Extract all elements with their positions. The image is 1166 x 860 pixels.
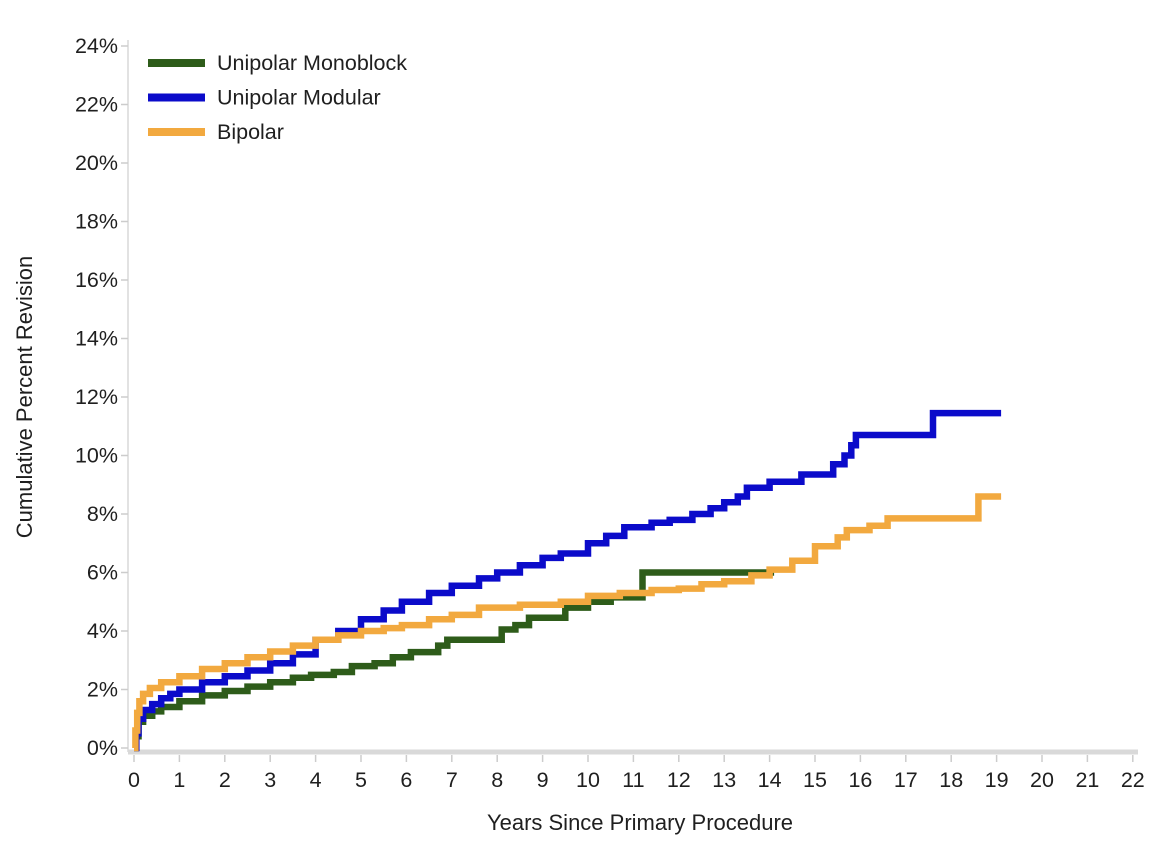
y-tick-label: 0%: [87, 736, 118, 760]
x-tick-label: 21: [1075, 768, 1099, 792]
x-axis-title: Years Since Primary Procedure: [487, 810, 793, 835]
legend-item-bipolar: Bipolar: [148, 120, 284, 144]
x-tick-label: 4: [310, 768, 322, 792]
y-tick-label: 20%: [75, 151, 118, 175]
x-tick-label: 0: [128, 768, 140, 792]
x-tick-label: 3: [264, 768, 276, 792]
legend-label: Bipolar: [217, 120, 284, 144]
y-tick-label: 4%: [87, 619, 118, 643]
x-tick-label: 17: [894, 768, 918, 792]
y-axis-title: Cumulative Percent Revision: [12, 256, 37, 538]
legend-label: Unipolar Modular: [217, 86, 381, 110]
x-tick-label: 2: [219, 768, 231, 792]
x-tick-label: 12: [667, 768, 691, 792]
axis-labels-layer: 0%2%4%6%8%10%12%14%16%18%20%22%24%0 1 2 3 4 5…: [12, 34, 1145, 835]
y-tick-label: 22%: [75, 93, 118, 117]
y-tick-label: 14%: [75, 327, 118, 351]
x-tick-label: 5: [355, 768, 367, 792]
y-tick-label: 16%: [75, 268, 118, 292]
y-tick-label: 6%: [87, 561, 118, 585]
x-tick-label: 1: [173, 768, 185, 792]
x-tick-label: 7: [446, 768, 458, 792]
y-tick-label: 12%: [75, 385, 118, 409]
x-tick-label: 10: [576, 768, 600, 792]
y-tick-label: 18%: [75, 210, 118, 234]
legend-item-unipolar-modular: Unipolar Modular: [148, 86, 381, 110]
y-tick-label: 8%: [87, 502, 118, 526]
y-tick-label: 24%: [75, 34, 118, 58]
x-tick-label: 15: [803, 768, 827, 792]
y-tick-label: 10%: [75, 444, 118, 468]
x-tick-label: 8: [491, 768, 503, 792]
x-tick-label: 19: [985, 768, 1009, 792]
x-tick-label: 9: [537, 768, 549, 792]
series-line-unipolar-monoblock: [132, 569, 775, 752]
x-tick-label: 13: [712, 768, 736, 792]
axes-layer: [121, 40, 1138, 762]
legend-swatch: [148, 128, 205, 136]
legend-label: Unipolar Monoblock: [217, 51, 407, 75]
series-line-unipolar-modular: [133, 409, 1002, 752]
x-tick-label: 20: [1030, 768, 1054, 792]
x-tick-label: 11: [622, 768, 644, 792]
x-tick-label: 6: [400, 768, 412, 792]
x-tick-label: 22: [1121, 768, 1145, 792]
x-tick-label: 16: [848, 768, 872, 792]
x-tick-label: 18: [939, 768, 963, 792]
y-tick-label: 2%: [87, 678, 118, 702]
legend-swatch: [148, 93, 205, 102]
legend-item-unipolar-monoblock: Unipolar Monoblock: [148, 51, 407, 75]
legend: Unipolar Monoblock Unipolar Modular Bipola…: [148, 51, 407, 144]
legend-swatch: [148, 59, 205, 67]
series-layer: [132, 409, 1002, 752]
x-tick-label: 14: [758, 768, 782, 792]
series-line-bipolar: [132, 493, 1002, 752]
